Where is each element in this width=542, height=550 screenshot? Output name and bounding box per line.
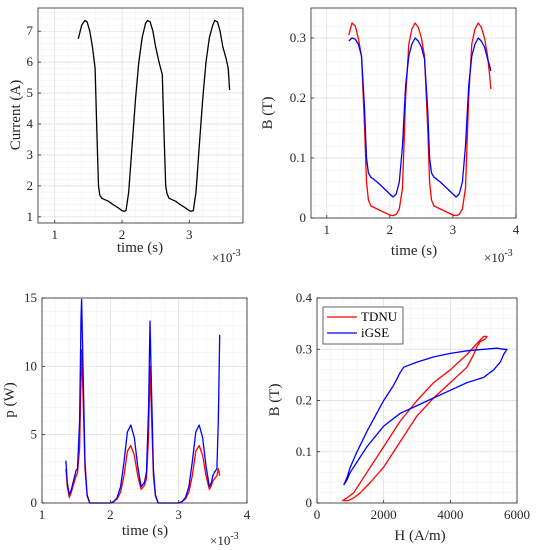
- panel-bh-loop-ytick-1: 0.1: [296, 444, 312, 459]
- panel-power-xtick-1: 2: [107, 507, 114, 522]
- panel-bh-loop-ylabel: B (T): [267, 384, 283, 417]
- legend: TDNU iGSE: [322, 306, 404, 345]
- panel-current-ytick-3: 4: [27, 116, 34, 131]
- panel-power-x-multiplier-exp: -3: [230, 531, 238, 542]
- legend-label-igse: iGSE: [361, 325, 389, 340]
- panel-current-plot-area: [38, 8, 243, 223]
- panel-flux-time-xtick-2: 3: [450, 222, 457, 237]
- panel-power-xtick-3: 4: [244, 507, 251, 522]
- panel-bh-loop-series: [341, 335, 508, 502]
- panel-bh-loop-ytick-2: 0.2: [296, 393, 312, 408]
- panel-power: 1 2 3 4 0 5 10 15 time (s) p (W) ×10-3: [2, 290, 251, 548]
- panel-power-ytick-0: 0: [31, 495, 38, 510]
- panel-bh-loop-xlabel: H (A/m): [394, 528, 445, 544]
- panel-current-ytick-5: 6: [27, 54, 34, 69]
- panel-current-ticks: 1 2 3 1 2 3 4 5 6 7: [27, 23, 193, 242]
- panel-power-plot-area: [42, 298, 247, 503]
- panel-bh-loop-xtick-0: 0: [314, 507, 321, 522]
- panel-flux-time-ylabel: B (T): [260, 97, 276, 130]
- panel-flux-time-series-line-0: [348, 22, 492, 217]
- panel-flux-time-ticks: 1 2 3 4 0 0.1 0.2 0.3: [290, 30, 520, 237]
- legend-label-tdnu: TDNU: [361, 309, 398, 324]
- panel-bh-loop-xtick-2: 4000: [437, 507, 463, 522]
- panel-flux-time-xlabel: time (s): [391, 243, 437, 259]
- panel-flux-time-xtick-0: 1: [324, 222, 331, 237]
- panel-power-ytick-2: 10: [24, 358, 37, 373]
- panel-power-axes-box: [41, 297, 248, 504]
- panel-current: 1 2 3 1 2 3 4 5 6 7 time (s) Current (A) ×10-3: [8, 7, 244, 265]
- panel-power-series-line-1: [65, 298, 221, 504]
- panel-power-xtick-0: 1: [39, 507, 46, 522]
- panel-power-x-multiplier-base: ×10: [210, 533, 230, 548]
- panel-flux-time-ytick-1: 0.1: [290, 150, 306, 165]
- panel-power-ytick-3: 15: [24, 290, 37, 305]
- panel-flux-time: 1 2 3 4 0 0.1 0.2 0.3 time (s) B (T) ×10-3: [260, 7, 520, 265]
- panel-flux-time-xtick-3: 4: [513, 222, 520, 237]
- panel-flux-time-series-line-1: [348, 37, 492, 198]
- panel-power-xlabel: time (s): [122, 523, 168, 539]
- panel-current-ylabel: Current (A): [8, 80, 24, 150]
- panel-current-ytick-0: 1: [27, 209, 34, 224]
- panel-bh-loop-ytick-4: 0.4: [296, 290, 313, 305]
- panel-power-x-multiplier: ×10-3: [210, 531, 239, 548]
- panel-flux-time-ytick-2: 0.2: [290, 90, 306, 105]
- panel-flux-time-ytick-3: 0.3: [290, 30, 306, 45]
- panel-flux-time-x-multiplier-exp: -3: [504, 248, 512, 259]
- panel-flux-time-ytick-0: 0: [300, 210, 307, 225]
- panel-power-series: [65, 298, 221, 504]
- panel-current-x-multiplier-base: ×10: [212, 250, 232, 265]
- panel-bh-loop-ticks: 0 2000 4000 6000 0 0.1 0.2 0.3 0.4: [296, 290, 530, 522]
- legend-box: [322, 306, 404, 345]
- panel-current-xlabel: time (s): [117, 240, 163, 256]
- panel-current-ytick-2: 3: [27, 147, 34, 162]
- panel-flux-time-x-multiplier: ×10-3: [484, 248, 513, 265]
- panel-bh-loop-xtick-3: 6000: [504, 507, 530, 522]
- panel-bh-loop-series-line-1: [343, 347, 508, 486]
- panel-current-ytick-4: 5: [27, 85, 34, 100]
- panel-current-ytick-6: 7: [27, 23, 34, 38]
- panel-current-xtick-0: 1: [52, 227, 59, 242]
- panel-bh-loop-ytick-0: 0: [306, 495, 313, 510]
- panel-power-ylabel: p (W): [2, 382, 18, 417]
- panel-flux-time-axes-box: [310, 7, 517, 219]
- panel-current-x-multiplier-exp: -3: [232, 248, 240, 259]
- panel-power-ytick-1: 5: [31, 427, 38, 442]
- panel-current-series: [77, 19, 231, 212]
- panel-power-ticks: 1 2 3 4 0 5 10 15: [24, 290, 251, 522]
- panel-current-x-multiplier: ×10-3: [212, 248, 241, 265]
- panel-current-series-line-0: [77, 19, 231, 212]
- panel-current-xtick-2: 3: [186, 227, 193, 242]
- panel-bh-loop-xtick-1: 2000: [371, 507, 397, 522]
- panel-flux-time-xtick-1: 2: [387, 222, 394, 237]
- panel-bh-loop: 0 2000 4000 6000 0 0.1 0.2 0.3 0.4 H (A/m) B (T)…: [267, 290, 530, 544]
- panel-bh-loop-ytick-3: 0.3: [296, 341, 312, 356]
- panel-flux-time-x-multiplier-base: ×10: [484, 250, 504, 265]
- panel-current-ytick-1: 2: [27, 178, 34, 193]
- panel-power-series-line-0: [65, 349, 221, 504]
- panel-power-xtick-2: 3: [175, 507, 182, 522]
- panel-current-xtick-1: 2: [119, 227, 126, 242]
- panel-current-axes-box: [37, 7, 244, 224]
- panel-bh-loop-series-line-0: [341, 335, 488, 502]
- panel-flux-time-series: [348, 22, 492, 217]
